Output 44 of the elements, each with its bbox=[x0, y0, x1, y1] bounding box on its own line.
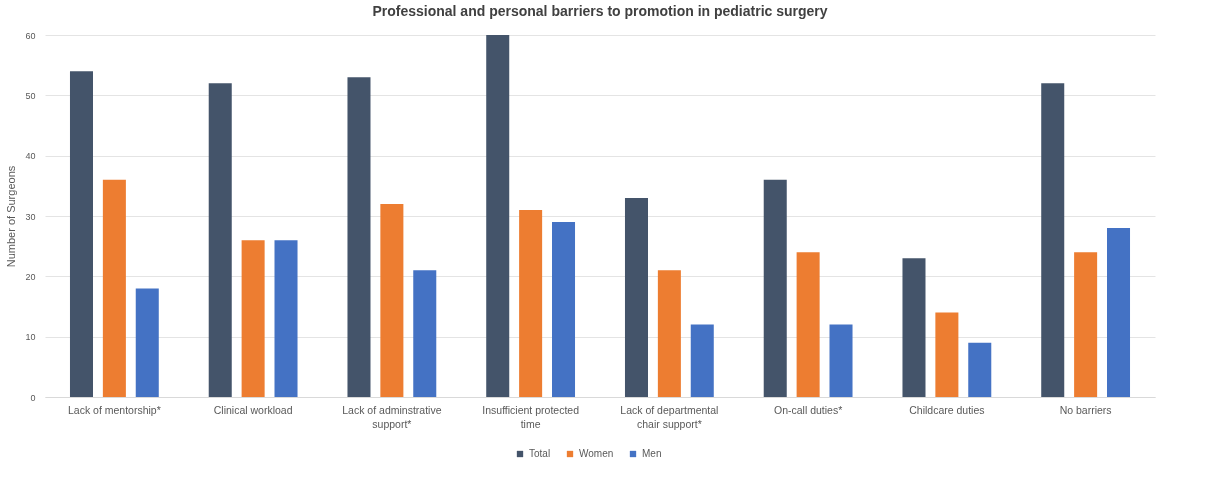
y-tick-label: 20 bbox=[25, 271, 36, 282]
bar bbox=[902, 258, 926, 397]
y-tick-label: 0 bbox=[30, 392, 36, 403]
legend-label: Women bbox=[579, 448, 614, 459]
bar bbox=[1074, 252, 1098, 397]
bar bbox=[519, 209, 543, 397]
bar bbox=[763, 179, 787, 397]
bar bbox=[796, 252, 820, 397]
bar bbox=[208, 83, 232, 397]
bar bbox=[657, 270, 681, 397]
bar bbox=[486, 35, 510, 397]
bar bbox=[135, 288, 159, 397]
x-tick-label: On-call duties* bbox=[773, 403, 843, 416]
x-tick-label: Childcare duties bbox=[909, 403, 985, 416]
bar bbox=[829, 324, 853, 397]
y-axis-title: Number of Surgeons bbox=[5, 165, 18, 268]
bar bbox=[1041, 83, 1065, 397]
bar bbox=[347, 77, 371, 397]
x-tick-label: Lack of departmental chair support* bbox=[620, 403, 719, 430]
y-tick-label: 60 bbox=[25, 30, 36, 41]
x-tick-label: Insufficient protected time bbox=[482, 403, 580, 430]
y-tick-label: 30 bbox=[25, 211, 36, 222]
bar bbox=[690, 324, 714, 397]
y-tick-label: 40 bbox=[25, 151, 36, 162]
x-tick-label: No barriers bbox=[1059, 403, 1112, 416]
y-tick-label: 10 bbox=[25, 332, 36, 343]
chart-title: Professional and personal barriers to promotion in pediatric surgery bbox=[372, 3, 828, 19]
bar bbox=[1107, 228, 1131, 397]
y-tick-label: 50 bbox=[25, 90, 36, 101]
bar bbox=[241, 240, 265, 397]
x-tick-label: Lack of mentorship* bbox=[67, 403, 161, 416]
bar bbox=[624, 197, 648, 397]
x-tick-label: Clinical workload bbox=[213, 403, 293, 416]
bar bbox=[413, 270, 437, 397]
bar bbox=[102, 179, 126, 397]
x-tick-label: Lack of adminstrative support* bbox=[342, 403, 442, 430]
legend-label: Total bbox=[529, 448, 551, 459]
bar bbox=[552, 222, 576, 397]
bar bbox=[968, 342, 992, 397]
bar bbox=[69, 71, 93, 397]
bar bbox=[274, 240, 298, 397]
bar bbox=[380, 203, 404, 397]
legend-label: Men bbox=[642, 448, 662, 459]
bar bbox=[935, 312, 959, 397]
